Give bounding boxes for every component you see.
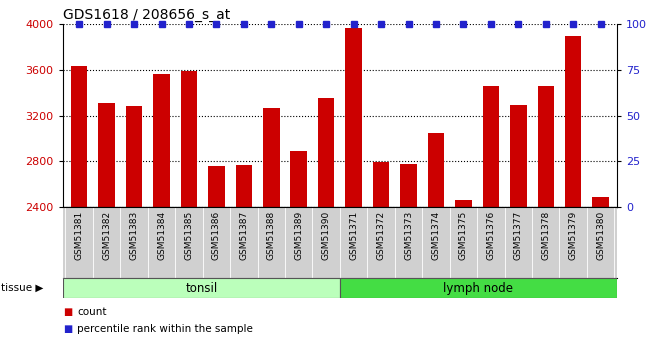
Bar (482, 87, 499, 207)
Bar (153, 75, 170, 207)
Bar (428, 133, 444, 207)
Text: GSM51388: GSM51388 (267, 210, 276, 260)
Text: GSM51380: GSM51380 (596, 210, 605, 260)
Text: GSM51386: GSM51386 (212, 210, 221, 260)
Bar (290, 151, 307, 207)
Bar (71, 66, 87, 207)
Text: ■: ■ (63, 307, 72, 317)
Bar (63, 278, 340, 298)
Bar (208, 166, 224, 207)
Text: count: count (77, 307, 107, 317)
Text: GSM51376: GSM51376 (486, 210, 496, 260)
Bar (181, 71, 197, 207)
Bar (593, 197, 609, 207)
Text: GSM51379: GSM51379 (569, 210, 578, 260)
Bar (373, 162, 389, 207)
Text: GSM51375: GSM51375 (459, 210, 468, 260)
Bar (236, 165, 252, 207)
Text: GSM51372: GSM51372 (377, 210, 385, 260)
Text: tonsil: tonsil (185, 282, 217, 295)
Bar (126, 106, 143, 207)
Text: GSM51382: GSM51382 (102, 210, 111, 260)
Text: GDS1618 / 208656_s_at: GDS1618 / 208656_s_at (63, 8, 230, 22)
Text: GSM51373: GSM51373 (404, 210, 413, 260)
Text: ■: ■ (63, 325, 72, 334)
Text: percentile rank within the sample: percentile rank within the sample (77, 325, 253, 334)
Bar (400, 164, 416, 207)
Bar (98, 103, 115, 207)
Text: GSM51383: GSM51383 (129, 210, 139, 260)
Bar (537, 87, 554, 207)
Bar (510, 105, 527, 207)
Text: GSM51385: GSM51385 (184, 210, 193, 260)
Text: GSM51389: GSM51389 (294, 210, 303, 260)
Bar (340, 278, 617, 298)
Text: GSM51381: GSM51381 (75, 210, 84, 260)
Bar (345, 28, 362, 207)
Text: tissue ▶: tissue ▶ (1, 283, 44, 293)
Bar (318, 98, 335, 207)
Text: GSM51390: GSM51390 (321, 210, 331, 260)
Text: lymph node: lymph node (444, 282, 513, 295)
Text: GSM51387: GSM51387 (240, 210, 248, 260)
Text: GSM51378: GSM51378 (541, 210, 550, 260)
Bar (455, 199, 472, 207)
Text: GSM51371: GSM51371 (349, 210, 358, 260)
Bar (565, 36, 581, 207)
Bar (263, 108, 280, 207)
Text: GSM51384: GSM51384 (157, 210, 166, 260)
Text: GSM51377: GSM51377 (513, 210, 523, 260)
Text: GSM51374: GSM51374 (432, 210, 440, 260)
